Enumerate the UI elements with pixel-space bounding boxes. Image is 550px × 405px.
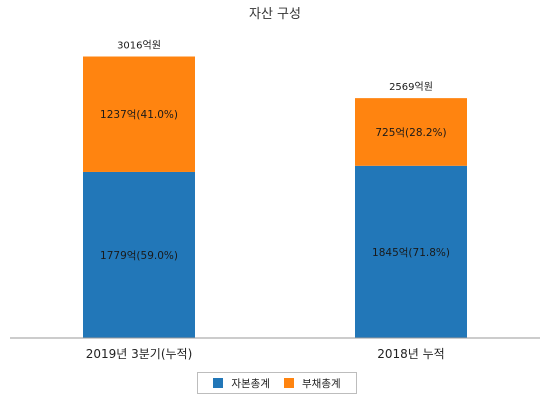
legend-swatch-equity [213,378,224,388]
legend-item-liabilities: 부채총계 [284,376,341,391]
legend: 자본총계 부채총계 [197,372,357,394]
bar-segment-equity-1 [355,165,467,338]
category-label-0: 2019년 3분기(누적) [86,347,193,361]
legend-item-equity: 자본총계 [213,376,270,391]
bar-segment-liabilities-1 [355,98,467,166]
segment-label-equity-1: 1845억(71.8%) [372,247,450,259]
bars-group [83,56,467,338]
chart-title: 자산 구성 [249,7,301,22]
bar-segment-liabilities-0 [83,56,195,172]
segment-label-liabilities-1: 725억(28.2%) [375,127,446,139]
segment-label-equity-0: 1779억(59.0%) [100,250,178,262]
labels-group: 1779억(59.0%) 1237억(41.0%) 3016억원 2019년 3분기(… [86,40,450,361]
bar-segment-equity-0 [83,171,195,338]
segment-label-liabilities-0: 1237억(41.0%) [100,109,178,121]
category-label-1: 2018년 누적 [377,347,444,361]
legend-swatch-liabilities [284,378,294,388]
legend-label-equity: 자본총계 [231,377,270,390]
legend-label-liabilities: 부채총계 [302,377,341,390]
total-label-1: 2569억원 [389,81,433,93]
total-label-0: 3016억원 [117,40,161,52]
